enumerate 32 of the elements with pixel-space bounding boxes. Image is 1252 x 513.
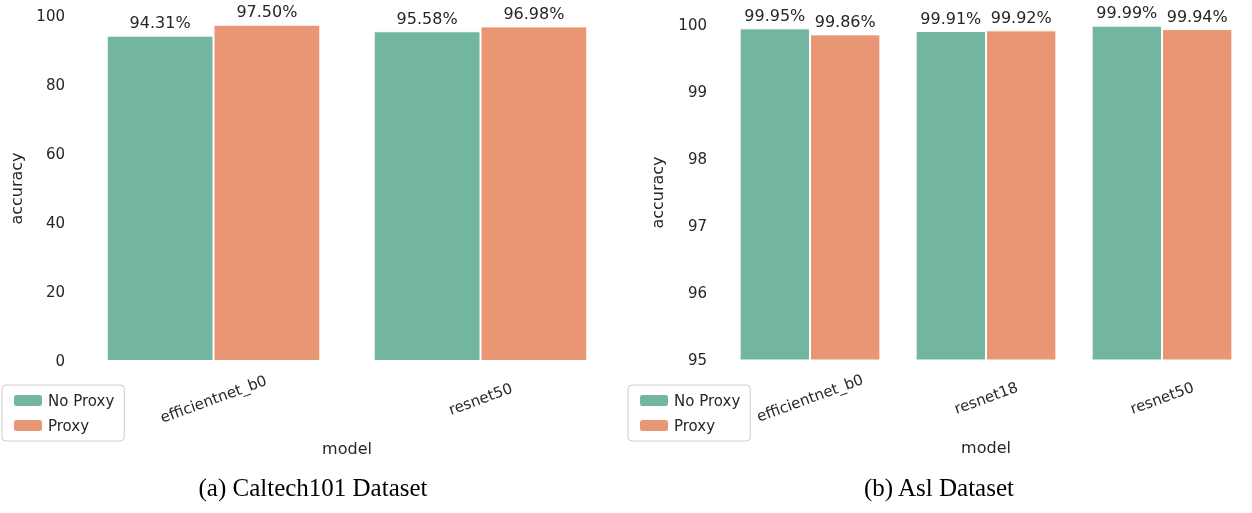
legend-label: No Proxy — [674, 391, 741, 410]
legend-label: Proxy — [48, 416, 90, 435]
data-label: 99.91% — [920, 8, 982, 28]
y-tick-label: 100 — [36, 7, 65, 25]
y-tick-label: 100 — [678, 16, 707, 34]
y-axis-title: accuracy — [647, 156, 667, 229]
y-tick-label: 96 — [687, 284, 707, 302]
y-tick-label: 97 — [687, 217, 707, 235]
data-label: 96.98% — [503, 3, 565, 23]
y-tick-label: 98 — [687, 150, 707, 168]
y-tick-label: 80 — [45, 76, 65, 94]
data-label: 94.31% — [129, 13, 191, 33]
data-label: 97.50% — [236, 2, 298, 22]
y-tick-label: 40 — [45, 214, 65, 232]
data-label: 99.94% — [1166, 6, 1228, 26]
data-label: 99.92% — [990, 7, 1052, 27]
y-tick-label: 60 — [45, 145, 65, 163]
text: (a) Caltech101 Dataset — [198, 474, 428, 502]
x-axis-title: model — [322, 438, 372, 458]
data-label: 99.86% — [814, 11, 876, 31]
data-label: 99.99% — [1096, 3, 1158, 23]
data-label: 95.58% — [396, 8, 458, 28]
data-label: 99.95% — [744, 5, 806, 25]
text: (b) Asl Dataset — [864, 474, 1015, 502]
legend-label: Proxy — [674, 416, 716, 435]
y-tick-label: 20 — [45, 283, 65, 301]
x-axis-title: model — [961, 437, 1011, 457]
y-tick-label: 0 — [55, 352, 65, 370]
y-axis-title: accuracy — [6, 152, 26, 225]
y-tick-label: 95 — [687, 351, 707, 369]
legend-label: No Proxy — [48, 391, 115, 410]
y-tick-label: 99 — [687, 83, 707, 101]
